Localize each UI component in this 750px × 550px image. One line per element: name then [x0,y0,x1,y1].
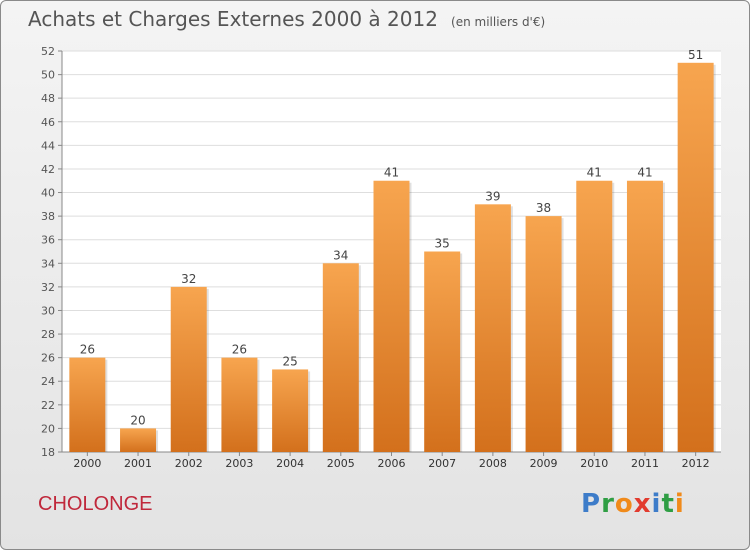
y-tick-label: 22 [41,399,55,412]
y-tick-label: 34 [41,257,55,270]
y-tick-label: 40 [41,187,55,200]
bar [221,357,258,452]
bar-value-label: 25 [282,354,297,368]
y-tick-label: 28 [41,328,55,341]
bar [170,286,207,452]
y-tick-label: 30 [41,304,55,317]
x-tick-label: 2004 [276,457,304,470]
chart-title-main: Achats et Charges Externes 2000 à 2012 [28,7,438,31]
x-tick-label: 2012 [682,457,710,470]
y-tick-label: 18 [41,446,55,459]
brand-letter: o [614,489,634,519]
bar [424,251,461,452]
bar [120,428,157,452]
y-tick-label: 52 [41,45,55,58]
y-tick-label: 24 [41,375,55,388]
bar-value-label: 39 [485,189,500,203]
bar [474,204,511,452]
y-tick-label: 50 [41,69,55,82]
bar-value-label: 32 [181,272,196,286]
x-tick-label: 2006 [378,457,406,470]
bar [677,62,714,452]
bar [322,263,359,452]
y-tick-label: 26 [41,352,55,365]
y-tick-label: 44 [41,139,55,152]
chart-title-unit: (en milliers d'€) [451,15,546,29]
x-tick-label: 2010 [580,457,608,470]
x-tick-label: 2011 [631,457,659,470]
y-tick-label: 38 [41,210,55,223]
brand-letter: t [661,489,675,519]
x-tick-label: 2003 [225,457,253,470]
bar-value-label: 41 [587,166,602,180]
bar-value-label: 41 [637,166,652,180]
brand-letter: i [674,489,685,519]
bar [272,369,309,452]
y-tick-label: 46 [41,116,55,129]
brand-letter: r [601,489,615,519]
x-tick-label: 2002 [175,457,203,470]
x-tick-label: 2008 [479,457,507,470]
bar-value-label: 41 [384,166,399,180]
y-tick-label: 36 [41,234,55,247]
bar [626,180,663,452]
y-tick-label: 20 [41,422,55,435]
x-tick-label: 2009 [530,457,558,470]
bar-value-label: 35 [435,237,450,251]
x-tick-label: 2000 [73,457,101,470]
place-name: CHOLONGE [38,493,153,515]
bar-value-label: 34 [333,248,348,262]
bar-value-label: 38 [536,201,551,215]
x-tick-label: 2007 [428,457,456,470]
bar-value-label: 26 [80,343,95,357]
y-tick-label: 32 [41,281,55,294]
x-tick-label: 2005 [327,457,355,470]
brand-logo: Proxiti [581,489,685,519]
brand-letter: P [581,489,602,519]
brand-letter: x [633,489,652,519]
brand-letter: i [651,489,662,519]
bar [373,180,410,452]
y-tick-label: 48 [41,92,55,105]
chart-title: Achats et Charges Externes 2000 à 2012 (… [28,7,545,31]
bar-value-label: 51 [688,48,703,62]
bar [525,216,562,452]
bar [69,357,106,452]
y-tick-label: 42 [41,163,55,176]
bar [576,180,613,452]
bar-value-label: 26 [232,343,247,357]
bar-value-label: 20 [130,413,145,427]
x-tick-label: 2001 [124,457,152,470]
